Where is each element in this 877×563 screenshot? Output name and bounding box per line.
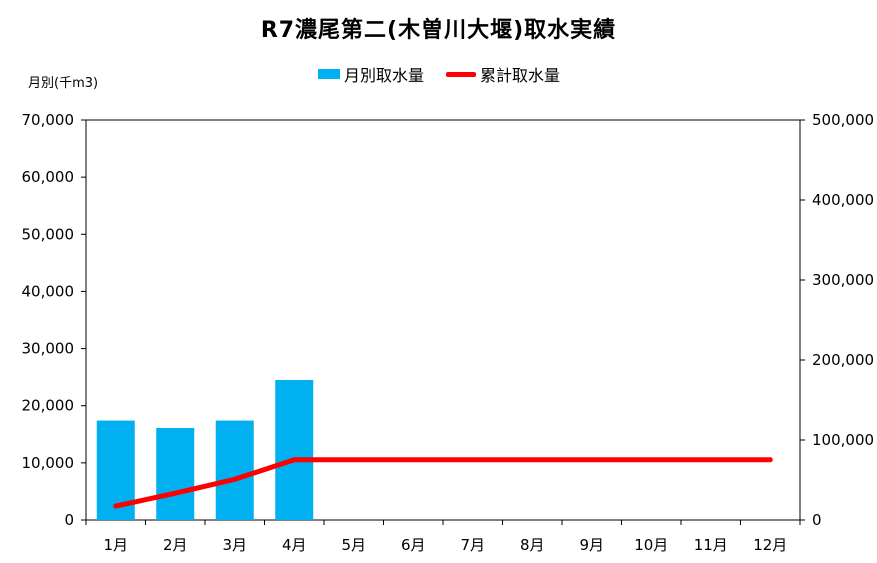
legend-swatch-monthly	[318, 69, 340, 79]
bar-monthly	[156, 428, 195, 520]
left-tick-label: 70,000	[22, 111, 75, 129]
x-tick-label: 4月	[282, 536, 307, 554]
legend-label-cumulative: 累計取水量	[480, 66, 561, 85]
x-tick-label: 8月	[520, 536, 545, 554]
x-tick-label: 1月	[103, 536, 128, 554]
legend-item-monthly: 月別取水量	[318, 62, 424, 86]
x-tick-label: 12月	[753, 536, 787, 554]
x-tick-label: 2月	[163, 536, 188, 554]
bar-monthly	[215, 420, 254, 520]
right-tick-label: 100,000	[812, 431, 874, 449]
left-tick-label: 40,000	[22, 282, 75, 300]
right-tick-label: 500,000	[812, 111, 874, 129]
chart-title: R7濃尾第二(木曽川大堰)取水実績	[260, 18, 617, 43]
legend-item-cumulative: 累計取水量	[446, 62, 560, 86]
left-tick-label: 20,000	[22, 397, 75, 415]
x-tick-label: 7月	[460, 536, 485, 554]
x-tick-label: 11月	[694, 536, 728, 554]
left-tick-label: 30,000	[22, 340, 75, 358]
left-tick-label: 0	[64, 511, 74, 529]
x-tick-label: 6月	[401, 536, 426, 554]
x-tick-label: 10月	[634, 536, 668, 554]
right-tick-label: 400,000	[812, 191, 874, 209]
bar-monthly	[275, 380, 314, 520]
left-tick-label: 60,000	[22, 168, 75, 186]
right-tick-label: 200,000	[812, 351, 874, 369]
chart-legend: 月別取水量 累計取水量	[318, 62, 582, 86]
right-tick-label: 0	[812, 511, 822, 529]
x-tick-label: 9月	[579, 536, 604, 554]
line-cumulative	[113, 457, 773, 509]
left-tick-label: 50,000	[22, 225, 75, 243]
legend-label-monthly: 月別取水量	[344, 66, 425, 85]
left-axis-unit-label: 月別(千m3)	[28, 76, 99, 91]
legend-swatch-cumulative	[446, 71, 477, 77]
right-tick-label: 300,000	[812, 271, 874, 289]
x-tick-label: 3月	[222, 536, 247, 554]
x-tick-label: 5月	[341, 536, 366, 554]
left-tick-label: 10,000	[22, 454, 75, 472]
